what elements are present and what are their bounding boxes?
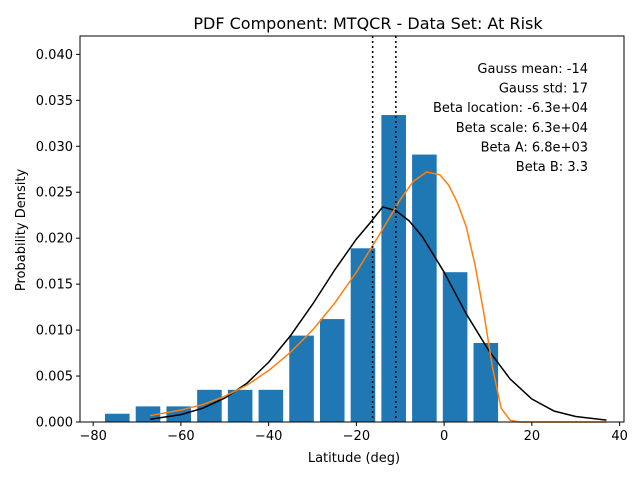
plot-area: −80 −60 −40 −20 0 20 40 0.000 0.005 0.010 0.015 0.0… xyxy=(36,35,628,444)
y-tick-label: 0.020 xyxy=(36,232,73,247)
parameter-annotation: Beta location: -6.3e+04 xyxy=(433,101,588,116)
plot-frame xyxy=(79,35,625,423)
parameter-annotation: Beta A: 6.8e+03 xyxy=(481,140,588,155)
x-tick-label: −40 xyxy=(255,429,282,444)
histogram-bar xyxy=(105,413,130,422)
x-tick-label: 0 xyxy=(440,429,448,444)
histogram-bar xyxy=(473,342,499,422)
y-tick-label: 0.025 xyxy=(36,186,73,201)
x-tick-label: 20 xyxy=(524,429,541,444)
histogram-bar xyxy=(412,154,437,422)
y-tick-label: 0.005 xyxy=(36,370,73,385)
histogram-bar xyxy=(442,272,468,422)
x-tick-label: 40 xyxy=(611,429,628,444)
y-tick-label: 0.010 xyxy=(36,324,73,339)
chart-title: PDF Component: MTQCR - Data Set: At Risk xyxy=(193,14,543,33)
beta-curve xyxy=(150,171,607,423)
y-axis-label: Probability Density xyxy=(14,169,29,292)
histogram-bar xyxy=(227,389,253,422)
x-tick-label: −20 xyxy=(343,429,370,444)
histogram-bar xyxy=(319,319,345,422)
histogram-bar xyxy=(350,248,376,422)
x-tick-label: −80 xyxy=(79,429,106,444)
y-tick-label: 0.030 xyxy=(36,140,73,155)
y-tick-label: 0.015 xyxy=(36,278,73,293)
histogram-bar xyxy=(166,406,191,422)
parameter-annotation: Gauss mean: -14 xyxy=(477,62,588,77)
histogram-bar xyxy=(381,115,406,422)
histogram-bar xyxy=(258,389,284,422)
y-tick-label: 0.040 xyxy=(36,48,73,63)
y-tick-label: 0.035 xyxy=(36,94,73,109)
x-tick-label: −60 xyxy=(167,429,194,444)
histogram-bar xyxy=(289,335,314,422)
x-axis-label: Latitude (deg) xyxy=(308,451,400,466)
parameter-annotation: Gauss std: 17 xyxy=(499,82,588,97)
parameter-annotation: Beta B: 3.3 xyxy=(516,160,588,175)
y-tick-label: 0.000 xyxy=(36,416,73,431)
parameter-annotation: Beta scale: 6.3e+04 xyxy=(456,121,588,136)
